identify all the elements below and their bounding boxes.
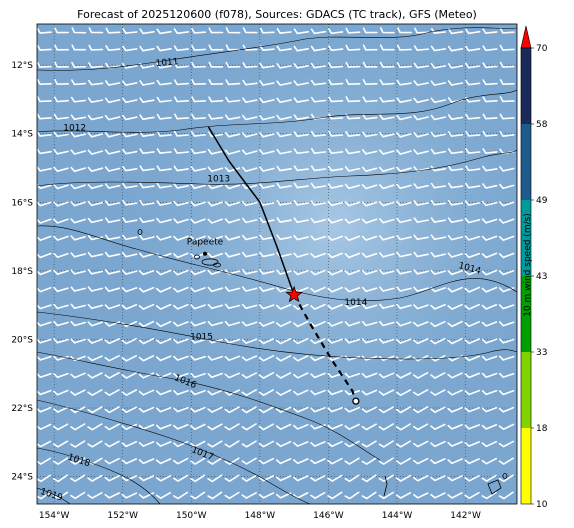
lon-tick-label: 146°W [313,511,344,521]
colorbar-tick-label: 33 [536,348,547,358]
colorbar-segment [521,124,531,200]
place-marker: Papeete [187,238,224,256]
lon-tick-label: 148°W [245,511,276,521]
lat-tick-label: 16°S [11,198,33,208]
colorbar-segments [521,48,531,504]
atoll-island [502,473,508,479]
atoll-island [137,229,143,235]
lat-tick-label: 20°S [11,335,33,345]
tahiti-iti-island [213,262,221,268]
colorbar-segment [521,428,531,504]
isobar-line-1019 [37,487,71,504]
map-frame [36,23,518,505]
place-dot [203,251,207,256]
atoll-island [487,479,502,495]
colorbar-label: 10 m wind speed (m/s) [523,213,533,317]
map-area: 1011101210131014101410151016101710181019… [36,23,518,505]
isobar-line-1011 [37,27,517,71]
isobar-line-1018 [37,447,161,504]
colorbar-tick-label: 58 [536,120,548,130]
lat-tick-label: 14°S [11,130,33,140]
colorbar-tick-label: 10 [536,500,548,510]
storm-position-star [285,285,303,303]
lon-tick-label: 144°W [382,511,413,521]
isobar-label: 1014 [344,298,367,308]
lon-tick-label: 142°W [450,511,481,521]
isobar-label: 1012 [63,123,86,133]
colorbar-tick-label: 70 [536,44,548,54]
colorbar-ticks: 10 18 33 43 49 58 70 [531,44,548,510]
chart-title: Forecast of 2025120600 (f078), Sources: … [77,8,477,21]
islands [137,229,508,497]
atoll-island [383,475,388,497]
colorbar-tick-label: 18 [536,424,548,434]
isobar-label: 1011 [155,57,179,69]
storm-forecast-end-marker [352,397,360,405]
colorbar-segment [521,276,531,352]
lat-tick-label: 24°S [11,473,33,483]
ocean-highlight [37,24,517,504]
lon-tick-label: 154°W [39,511,70,521]
colorbar-segment [521,48,531,124]
colorbar-tick-label: 49 [536,196,548,206]
lat-tick-label: 22°S [11,404,33,414]
storm-track [207,126,360,405]
isobar-line-1017 [37,399,311,504]
colorbar-extend-arrow [520,25,532,49]
isobar-line-1015 [37,311,517,360]
colorbar-segment [521,200,531,276]
colorbar: 10 18 33 43 49 58 70 [520,25,548,510]
storm-track-forecast [293,294,357,402]
isobar-line-1014 [37,225,517,302]
storm-track-past [207,126,295,296]
isobar-line-1013 [37,149,517,187]
lat-tick-label: 18°S [11,267,33,277]
tahiti-island [201,258,219,266]
isobar-label: 1015 [190,332,213,342]
place-label: Papeete [187,238,224,248]
isobar-line-1012 [37,89,517,133]
isobar-label: 1013 [207,175,230,185]
lon-tick-label: 150°W [176,511,207,521]
axis-labels: 154°W 152°W 150°W 148°W 146°W 144°W 142°W 12°S 1… [11,61,481,521]
isobar-line-1016 [37,351,381,461]
isobar-lines [37,27,517,504]
lon-tick-label: 152°W [107,511,138,521]
lat-tick-label: 12°S [11,61,33,71]
colorbar-tick-label: 43 [536,272,547,282]
moorea-island [194,254,200,260]
colorbar-segment [521,352,531,428]
